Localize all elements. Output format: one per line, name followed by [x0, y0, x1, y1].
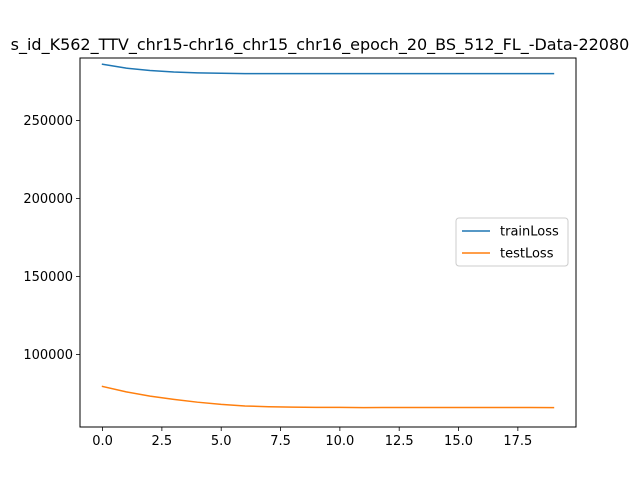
legend-box [455, 217, 569, 267]
chart-title: s_id_K562_TTV_chr15-chr16_chr15_chr16_ep… [11, 35, 630, 55]
series-line-trainLoss [101, 63, 555, 75]
legend-label-trainLoss: trainLoss [500, 225, 559, 240]
x-tick-label: 2.5 [152, 434, 173, 449]
x-tick-label: 0.0 [92, 434, 113, 449]
plot-frame [79, 57, 577, 428]
x-tick-label: 17.5 [503, 434, 532, 449]
y-tick-label: 150000 [23, 270, 73, 285]
x-tick-label: 10.0 [325, 434, 354, 449]
legend-label-testLoss: testLoss [500, 247, 554, 262]
x-tick-label: 12.5 [385, 434, 414, 449]
x-tick-label: 15.0 [444, 434, 473, 449]
y-tick-label: 250000 [23, 114, 73, 129]
x-tick-label: 7.5 [270, 434, 291, 449]
series-line-testLoss [101, 385, 555, 409]
y-tick-label: 200000 [23, 192, 73, 207]
x-tick-label: 5.0 [211, 434, 232, 449]
legend: trainLoss testLoss [455, 217, 569, 267]
y-tick-label: 100000 [23, 348, 73, 363]
y-axis: 100000 150000 200000 250000 [23, 114, 80, 363]
plot-lines [101, 63, 555, 409]
x-axis: 0.0 2.5 5.0 7.5 10.0 12.5 15.0 17.5 [92, 427, 532, 449]
